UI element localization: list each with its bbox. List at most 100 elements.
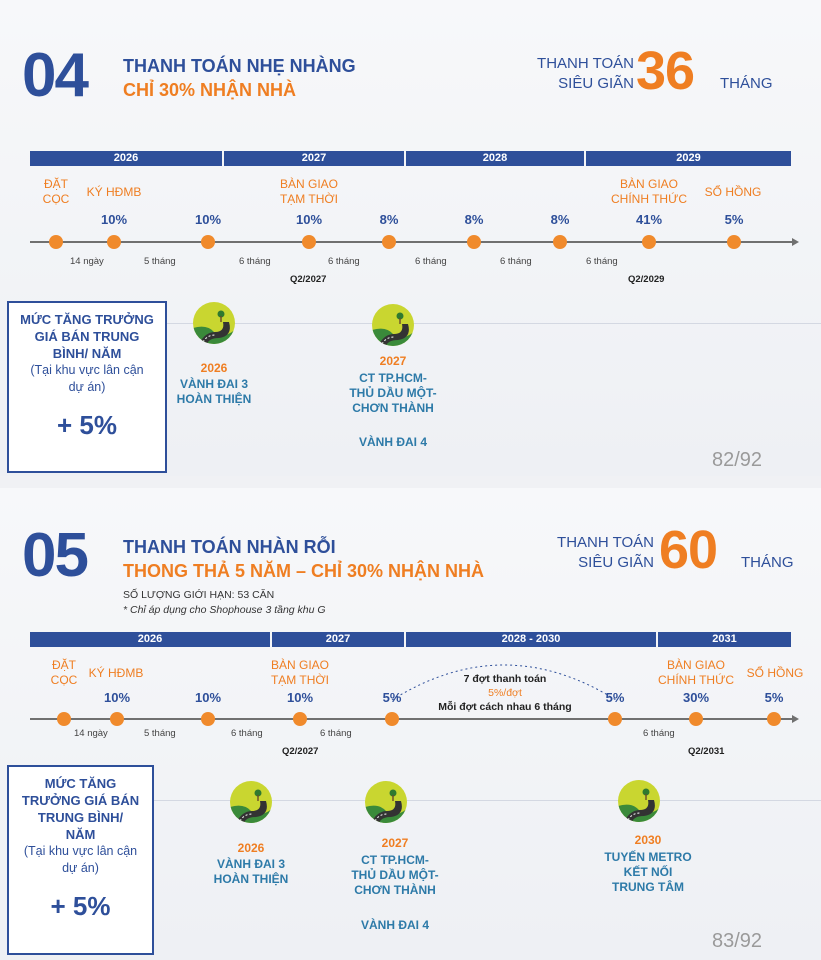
growth-box: MỨC TĂNG TRƯỞNG GIÁ BÁN TRUNG BÌNH/ NĂM … [7, 765, 154, 955]
pct-7: 41% [635, 212, 663, 227]
plan-number: 04 [22, 41, 89, 110]
pct-6: 8% [550, 212, 570, 227]
arrow-right-icon [792, 715, 799, 723]
timeline-dot [201, 235, 215, 249]
growth-sub-line: (Tại khu vực lân cận [30, 363, 144, 377]
timeline-dot [201, 712, 215, 726]
timeline-dot [382, 235, 396, 249]
road-icon [372, 304, 414, 346]
year-bar-2028: 2028 [406, 151, 584, 166]
milestone-line: TUYẾN METRO [604, 850, 692, 864]
milestone-line: CHƠN THÀNH [354, 883, 436, 897]
pct-3: 10% [286, 690, 314, 705]
pct-6: 30% [682, 690, 710, 705]
growth-title-line: GIÁ BÁN TRUNG [34, 329, 140, 344]
growth-sub-line: dự án) [62, 861, 99, 875]
growth-sub-line: dự án) [68, 380, 106, 394]
plan-subtitle: THONG THẢ 5 NĂM – CHỈ 30% NHẬN NHÀ [123, 561, 485, 581]
label-line: BÀN GIAO [270, 658, 329, 672]
pct-1: 10% [103, 690, 131, 705]
timeline-dot [727, 235, 741, 249]
quarter-label: Q2/2027 [282, 746, 319, 757]
milestone-extra: VÀNH ĐAI 4 [358, 435, 427, 449]
milestone-line: HOÀN THIỆN [213, 872, 289, 886]
payment-months: 36 [636, 41, 695, 101]
growth-title-line: MỨC TĂNG TRƯỞNG [20, 312, 154, 327]
quarter-label: Q2/2031 [688, 746, 725, 757]
label-line: BÀN GIAO [666, 658, 725, 672]
milestone-line: CHƠN THÀNH [352, 401, 434, 415]
timeline-dot [302, 235, 316, 249]
payment-label-line1: THANH TOÁN [537, 55, 634, 72]
duration-label: 14 ngày [70, 256, 104, 267]
label-line: ĐẶT [44, 177, 68, 191]
milestone-line: VÀNH ĐAI 3 [179, 377, 248, 391]
payment-label-line2: SIÊU GIÃN [558, 75, 634, 92]
timeline-dot [467, 235, 481, 249]
label-line: CỌC [42, 192, 70, 206]
slide-payment-plan-05: 05 THANH TOÁN NHÀN RỖI THONG THẢ 5 NĂM –… [0, 488, 821, 960]
road-icon [365, 781, 407, 823]
growth-value: + 5% [57, 410, 117, 440]
growth-title-line: BÌNH/ NĂM [52, 346, 122, 361]
milestone-line: THỦ DẦU MỘT- [349, 386, 437, 400]
timeline-dot [49, 235, 63, 249]
road-icon [230, 781, 272, 823]
payment-label-line1: THANH TOÁN [557, 534, 654, 551]
timeline-dot [110, 712, 124, 726]
duration-label: 6 tháng [586, 256, 618, 267]
growth-box: MỨC TĂNG TRƯỞNG GIÁ BÁN TRUNG BÌNH/ NĂM … [7, 301, 167, 473]
apply-note: * Chỉ áp dụng cho Shophouse 3 tầng khu G [123, 604, 326, 616]
milestone-extra: VÀNH ĐAI 4 [360, 918, 429, 932]
milestone-year: 2026 [237, 841, 265, 855]
pct-5: 8% [464, 212, 484, 227]
milestone-text: CT TP.HCM- THỦ DẦU MỘT- CHƠN THÀNH [338, 371, 448, 416]
timeline-dot [642, 235, 656, 249]
timeline-dot [553, 235, 567, 249]
duration-label: 14 ngày [74, 728, 108, 739]
timeline-dot [57, 712, 71, 726]
pct-4: 5% [382, 690, 402, 705]
divider [154, 800, 821, 801]
duration-label: 5 tháng [144, 256, 176, 267]
duration-label: 6 tháng [643, 728, 675, 739]
plan-title: THANH TOÁN NHÀN RỖI [123, 537, 336, 557]
payment-label: THANH TOÁN SIÊU GIÃN [540, 533, 654, 573]
limit-text: SỐ LƯỢNG GIỚI HẠN: 53 CĂN [123, 589, 275, 601]
milestone-line: HOÀN THIỆN [176, 392, 252, 406]
duration-label: 6 tháng [239, 256, 271, 267]
duration-label: 6 tháng [231, 728, 263, 739]
payment-months: 60 [659, 520, 718, 580]
growth-title-line: NĂM [65, 827, 96, 842]
plan-number: 05 [22, 521, 89, 590]
arrow-right-icon [792, 238, 799, 246]
growth-value: + 5% [50, 891, 111, 921]
point-label-deposit: ĐẶT CỌC [26, 177, 86, 207]
label-line: CỌC [50, 673, 78, 687]
pct-2: 10% [194, 690, 222, 705]
milestone-year: 2027 [379, 354, 407, 368]
year-bar-2027: 2027 [224, 151, 404, 166]
timeline-dot [767, 712, 781, 726]
payment-unit: THÁNG [720, 75, 773, 92]
growth-title-line: TRƯỞNG GIÁ BÁN [21, 793, 140, 808]
growth-title-line: TRUNG BÌNH/ [37, 810, 124, 825]
timeline-dot [385, 712, 399, 726]
milestone-text: TUYẾN METRO KẾT NỐI TRUNG TÂM [593, 850, 703, 895]
point-label-temp-handover: BÀN GIAO TẠM THỜI [264, 177, 354, 207]
milestone-line: CT TP.HCM- [361, 853, 429, 867]
label-line: BÀN GIAO [279, 177, 338, 191]
label-line: CHÍNH THỨC [610, 192, 688, 206]
growth-title-line: MỨC TĂNG [44, 776, 117, 791]
duration-label: 5 tháng [144, 728, 176, 739]
payment-label: THANH TOÁN SIÊU GIÃN [520, 54, 634, 94]
payment-unit: THÁNG [741, 554, 794, 571]
milestone-line: TRUNG TÂM [612, 880, 684, 894]
road-icon [618, 780, 660, 822]
page-number: 82/92 [712, 449, 763, 471]
timeline-dot [608, 712, 622, 726]
divider [166, 323, 821, 324]
year-bar-2026: 2026 [30, 151, 222, 166]
milestone-text: VÀNH ĐAI 3 HOÀN THIỆN [164, 377, 264, 407]
milestone-year: 2030 [634, 833, 662, 847]
